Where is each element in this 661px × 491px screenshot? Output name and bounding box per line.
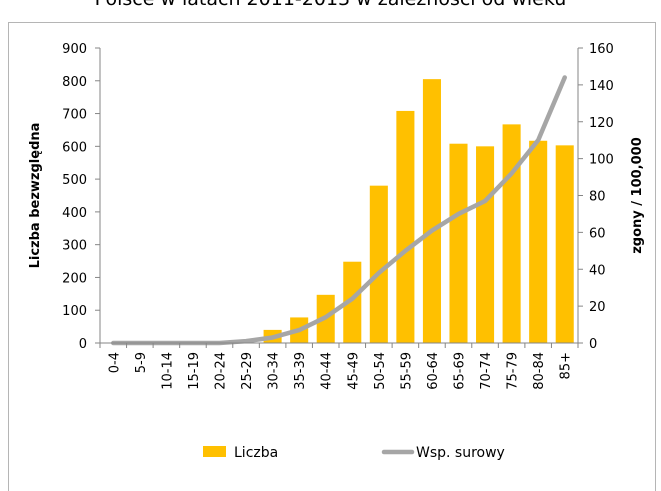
y2-tick-label: 60 (589, 226, 606, 241)
y-tick-label: 900 (62, 42, 87, 57)
y-tick-label: 400 (62, 206, 87, 221)
bars-layer (264, 79, 574, 343)
x-tick-label-30-34: 30-34 (267, 352, 282, 390)
y-tick-label: 800 (62, 75, 87, 90)
y-tick-label: 500 (62, 173, 87, 188)
y2-tick-label: 20 (589, 300, 606, 315)
y-tick-label: 300 (62, 239, 87, 254)
y2-tick-label: 120 (589, 116, 614, 131)
y2-tick-label: 140 (589, 79, 614, 94)
x-tick-label-75-79: 75-79 (506, 352, 521, 390)
axes-layer: 0 100 200 300 400 500 600 700 800 900 0 20 40 60 80 100… (28, 42, 645, 390)
y2-tick-label: 100 (589, 153, 614, 168)
x-tick-label-25-29: 25-29 (240, 352, 255, 390)
x-tick-label-5-9: 5-9 (134, 352, 149, 373)
chart-frame: 0 100 200 300 400 500 600 700 800 900 0 20 40 60 80 100… (8, 22, 656, 491)
legend-label-liczba: Liczba (234, 445, 278, 461)
x-tick-label-65-69: 65-69 (453, 352, 468, 390)
y-tick-label: 200 (62, 271, 87, 286)
y2-tick-label: 40 (589, 263, 606, 278)
chart-svg: 0 100 200 300 400 500 600 700 800 900 0 20 40 60 80 100… (9, 23, 655, 491)
x-tick-label-85+: 85+ (559, 352, 574, 379)
x-tick-label-70-74: 70-74 (479, 352, 494, 390)
bar-50-54 (370, 186, 388, 343)
bar-85+ (556, 145, 574, 343)
x-tick-label-50-54: 50-54 (373, 352, 388, 390)
series-line-wsp-surowy (113, 78, 564, 344)
y2-axis-title: zgony / 100,000 (630, 137, 645, 254)
bar-60-64 (423, 79, 441, 343)
bar-70-74 (476, 146, 494, 343)
y-tick-label: 700 (62, 108, 87, 123)
y-axis-title: Liczba bezwzględna (28, 123, 43, 269)
bar-80-84 (529, 141, 547, 343)
y-tick-label: 600 (62, 140, 87, 155)
x-tick-label-0-4: 0-4 (107, 352, 122, 373)
chart-title: Polsce w latach 2011-2013 w zależności o… (0, 0, 661, 11)
x-tick-label-45-49: 45-49 (346, 352, 361, 390)
y-tick-label: 0 (79, 337, 87, 352)
line-layer (113, 77, 565, 343)
y2-tick-label: 80 (589, 190, 606, 205)
x-tick-label-10-14: 10-14 (160, 352, 175, 390)
legend-swatch-liczba (203, 446, 226, 457)
x-tick-label-80-84: 80-84 (532, 352, 547, 390)
legend-label-wsp-surowy: Wsp. surowy (416, 445, 505, 461)
x-tick-label-60-64: 60-64 (426, 352, 441, 390)
x-tick-label-40-44: 40-44 (320, 352, 335, 390)
bar-75-79 (503, 124, 521, 343)
x-tick-label-55-59: 55-59 (399, 352, 414, 390)
y2-tick-label: 0 (589, 337, 597, 352)
x-tick-label-15-19: 15-19 (187, 352, 202, 390)
bar-65-69 (449, 144, 467, 343)
x-tick-label-35-39: 35-39 (293, 352, 308, 390)
bar-55-59 (396, 111, 414, 343)
legend: Liczba Wsp. surowy (203, 445, 505, 461)
y2-tick-label: 160 (589, 42, 614, 57)
x-tick-label-20-24: 20-24 (214, 352, 229, 390)
y-tick-label: 100 (62, 304, 87, 319)
